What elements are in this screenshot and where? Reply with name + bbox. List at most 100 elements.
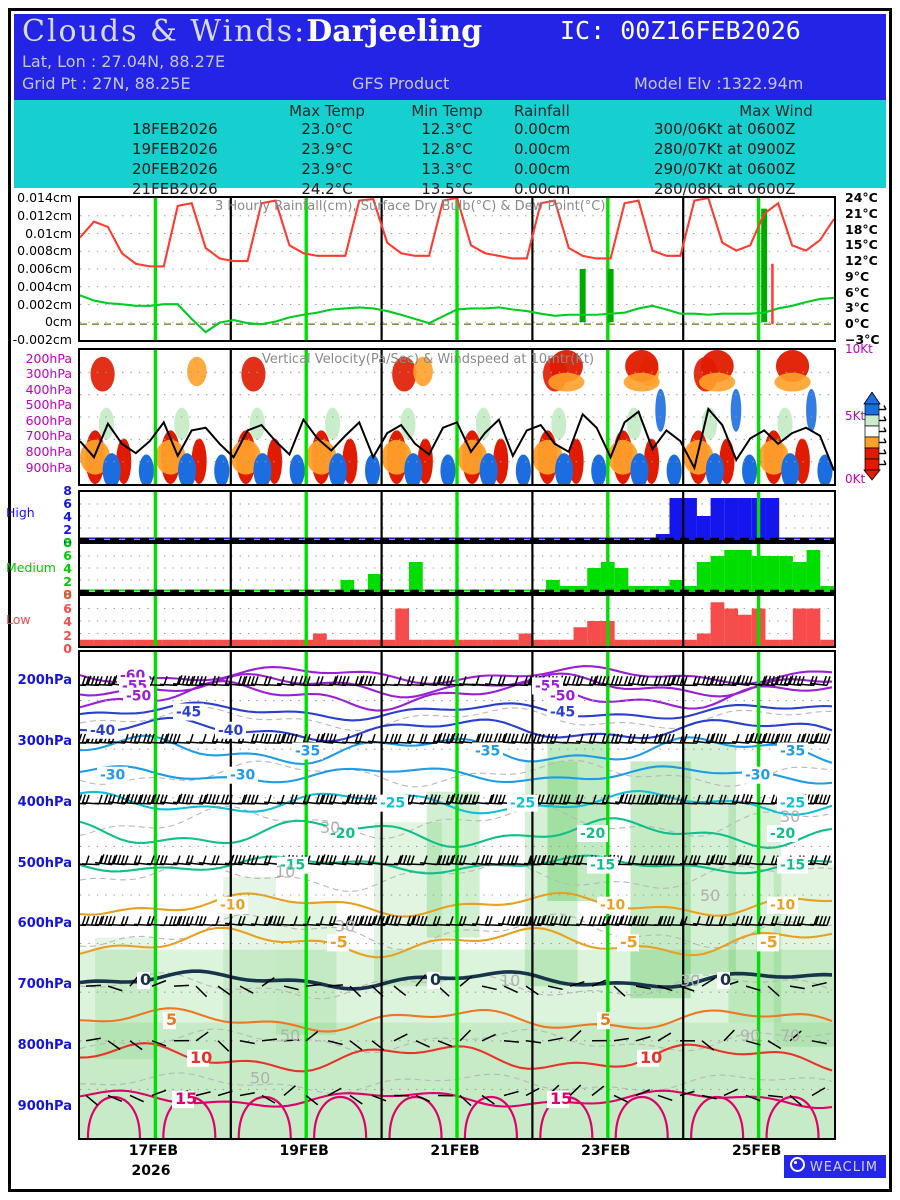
table-row: 20FEB2026 [132,160,218,178]
vv-pressure-tick: 600hPa [25,412,72,428]
cloud-tick: 6 [63,496,72,511]
svg-text:-30: -30 [745,768,771,784]
svg-text:50: 50 [280,1026,300,1045]
vertical-velocity-panel [78,348,836,486]
wind-temperature-cross-section-panel: -60 -55 -50 -45 -40 -35 -30 -25 -20 -15 -10 -5 0 5 10 1… [78,650,836,1140]
svg-text:-20: -20 [580,826,606,842]
date-tick-19feb: 19FEB [279,1143,329,1159]
cloud-tick: 2 [63,522,72,537]
svg-text:10: 10 [640,1048,662,1067]
cell-max-wind: 300/06Kt at 0600Z [654,120,796,138]
svg-text:-35: -35 [475,743,500,759]
svg-text:-25: -25 [510,796,535,812]
cloud-tick: 2 [63,627,72,643]
svg-text:30: 30 [320,818,340,837]
svg-text:-10: -10 [770,898,796,914]
temp-axis-tick: 12°C [845,253,878,269]
cell-min-temp: 12.8°C [421,140,473,158]
windspeed-tick: 0Kt [845,472,866,486]
date-tick-23feb: 23FEB [581,1143,631,1159]
svg-text:-5: -5 [330,932,348,951]
cloud-row-label-medium: Medium [6,560,56,575]
main-pressure-tick: 500hPa [17,855,72,871]
temp-axis-tick: 21°C [845,205,878,221]
svg-text:15: 15 [550,1089,572,1108]
windspeed-colorbar-legend [863,392,887,481]
main-pressure-tick: 300hPa [17,734,72,750]
svg-text:-10: -10 [220,898,246,914]
cloud-tick: 8 [63,535,72,550]
vertical-velocity-panel-title: Vertical Velocity(Pa/Sec) & Windspeed at… [262,352,595,367]
svg-text:-5: -5 [760,932,778,951]
main-pressure-tick: 200hPa [17,673,72,689]
svg-text:-20: -20 [330,826,356,842]
cloud-tick: 0 [63,535,72,550]
weaclim-label: WEACLIM [809,1160,878,1175]
cloud-tick: 4 [63,561,72,576]
svg-text:15: 15 [175,1089,197,1108]
cell-max-temp: 23.9°C [301,140,353,158]
vv-pressure-tick: 800hPa [25,444,72,460]
svg-text:90: 90 [740,1026,760,1045]
svg-text:-25: -25 [380,796,405,812]
date-tick-17feb: 17FEB [128,1143,179,1159]
cloud-row-label-high: High [6,505,35,520]
rainfall-temperature-panel [78,196,836,342]
header-banner [14,14,886,100]
rain-axis-tick: 0.002cm [17,296,72,312]
summary-table-background [14,100,886,188]
temp-axis-tick: 3°C [845,300,870,316]
svg-text:0: 0 [720,970,731,989]
high-cloud-panel [78,490,836,542]
cell-max-wind: 280/07Kt at 0900Z [654,140,796,158]
cell-rainfall: 0.00cm [514,180,571,198]
svg-text:-35: -35 [780,743,805,759]
grid-point-label: Grid Pt : 27N, 88.25E [22,74,191,93]
outer-frame [8,8,892,1192]
cell-max-temp: 24.2°C [301,180,353,198]
cell-max-wind: 290/07Kt at 0600Z [654,160,796,178]
svg-text:-40: -40 [218,723,244,739]
svg-text:0: 0 [430,970,441,989]
table-row: 21FEB2026 [132,180,218,198]
windspeed-tick: 10Kt [845,342,873,356]
svg-text:5: 5 [600,1010,611,1029]
main-pressure-tick: 900hPa [17,1098,72,1114]
summary-table: Max Temp Min Temp Rainfall Max Wind 18FE… [14,100,886,198]
svg-text:-30: -30 [100,768,126,784]
date-tick-21feb: 21FEB [430,1143,480,1159]
model-elevation-label: Model Elv :1322.94m [634,74,804,93]
svg-text:-5: -5 [620,932,638,951]
page-title: Clouds & Winds:Darjeeling [22,14,482,49]
svg-text:30: 30 [680,971,700,990]
vv-pressure-tick: 200hPa [25,350,72,366]
weaclim-logo: WEACLIM [783,1155,886,1178]
cell-rainfall: 0.00cm [514,160,571,178]
cloud-tick: 6 [63,600,72,616]
low-cloud-panel [78,594,836,648]
rain-axis-tick: 0.008cm [17,243,72,259]
svg-text:-20: -20 [770,826,796,842]
cloud-tick: 8 [63,587,72,602]
cell-max-temp: 23.0°C [301,120,353,138]
main-pressure-tick: 600hPa [17,916,72,932]
svg-text:-50: -50 [126,689,152,705]
cloud-tick: 2 [63,574,72,589]
svg-text:10: 10 [275,862,295,881]
rain-axis-tick: 0.004cm [17,278,72,294]
svg-text:-25: -25 [780,796,805,812]
svg-text:-15: -15 [590,858,615,874]
rain-axis-tick: 0.012cm [17,207,72,223]
svg-text:-10: -10 [600,898,626,914]
col-header-max-wind: Max Wind [739,102,813,120]
temp-axis-tick: 9°C [845,268,870,284]
temp-axis-tick: 18°C [845,221,878,237]
col-header-rainfall: Rainfall [514,102,570,120]
temp-axis-tick: −3°C [845,332,880,347]
medium-cloud-panel [78,542,836,594]
temp-axis-tick: 0°C [845,316,870,332]
initial-condition-label: IC: 00Z16FEB2026 [560,16,801,45]
main-pressure-tick: 400hPa [17,794,72,810]
svg-text:50: 50 [250,1068,270,1087]
rain-axis-tick: -0.002cm [12,332,72,347]
